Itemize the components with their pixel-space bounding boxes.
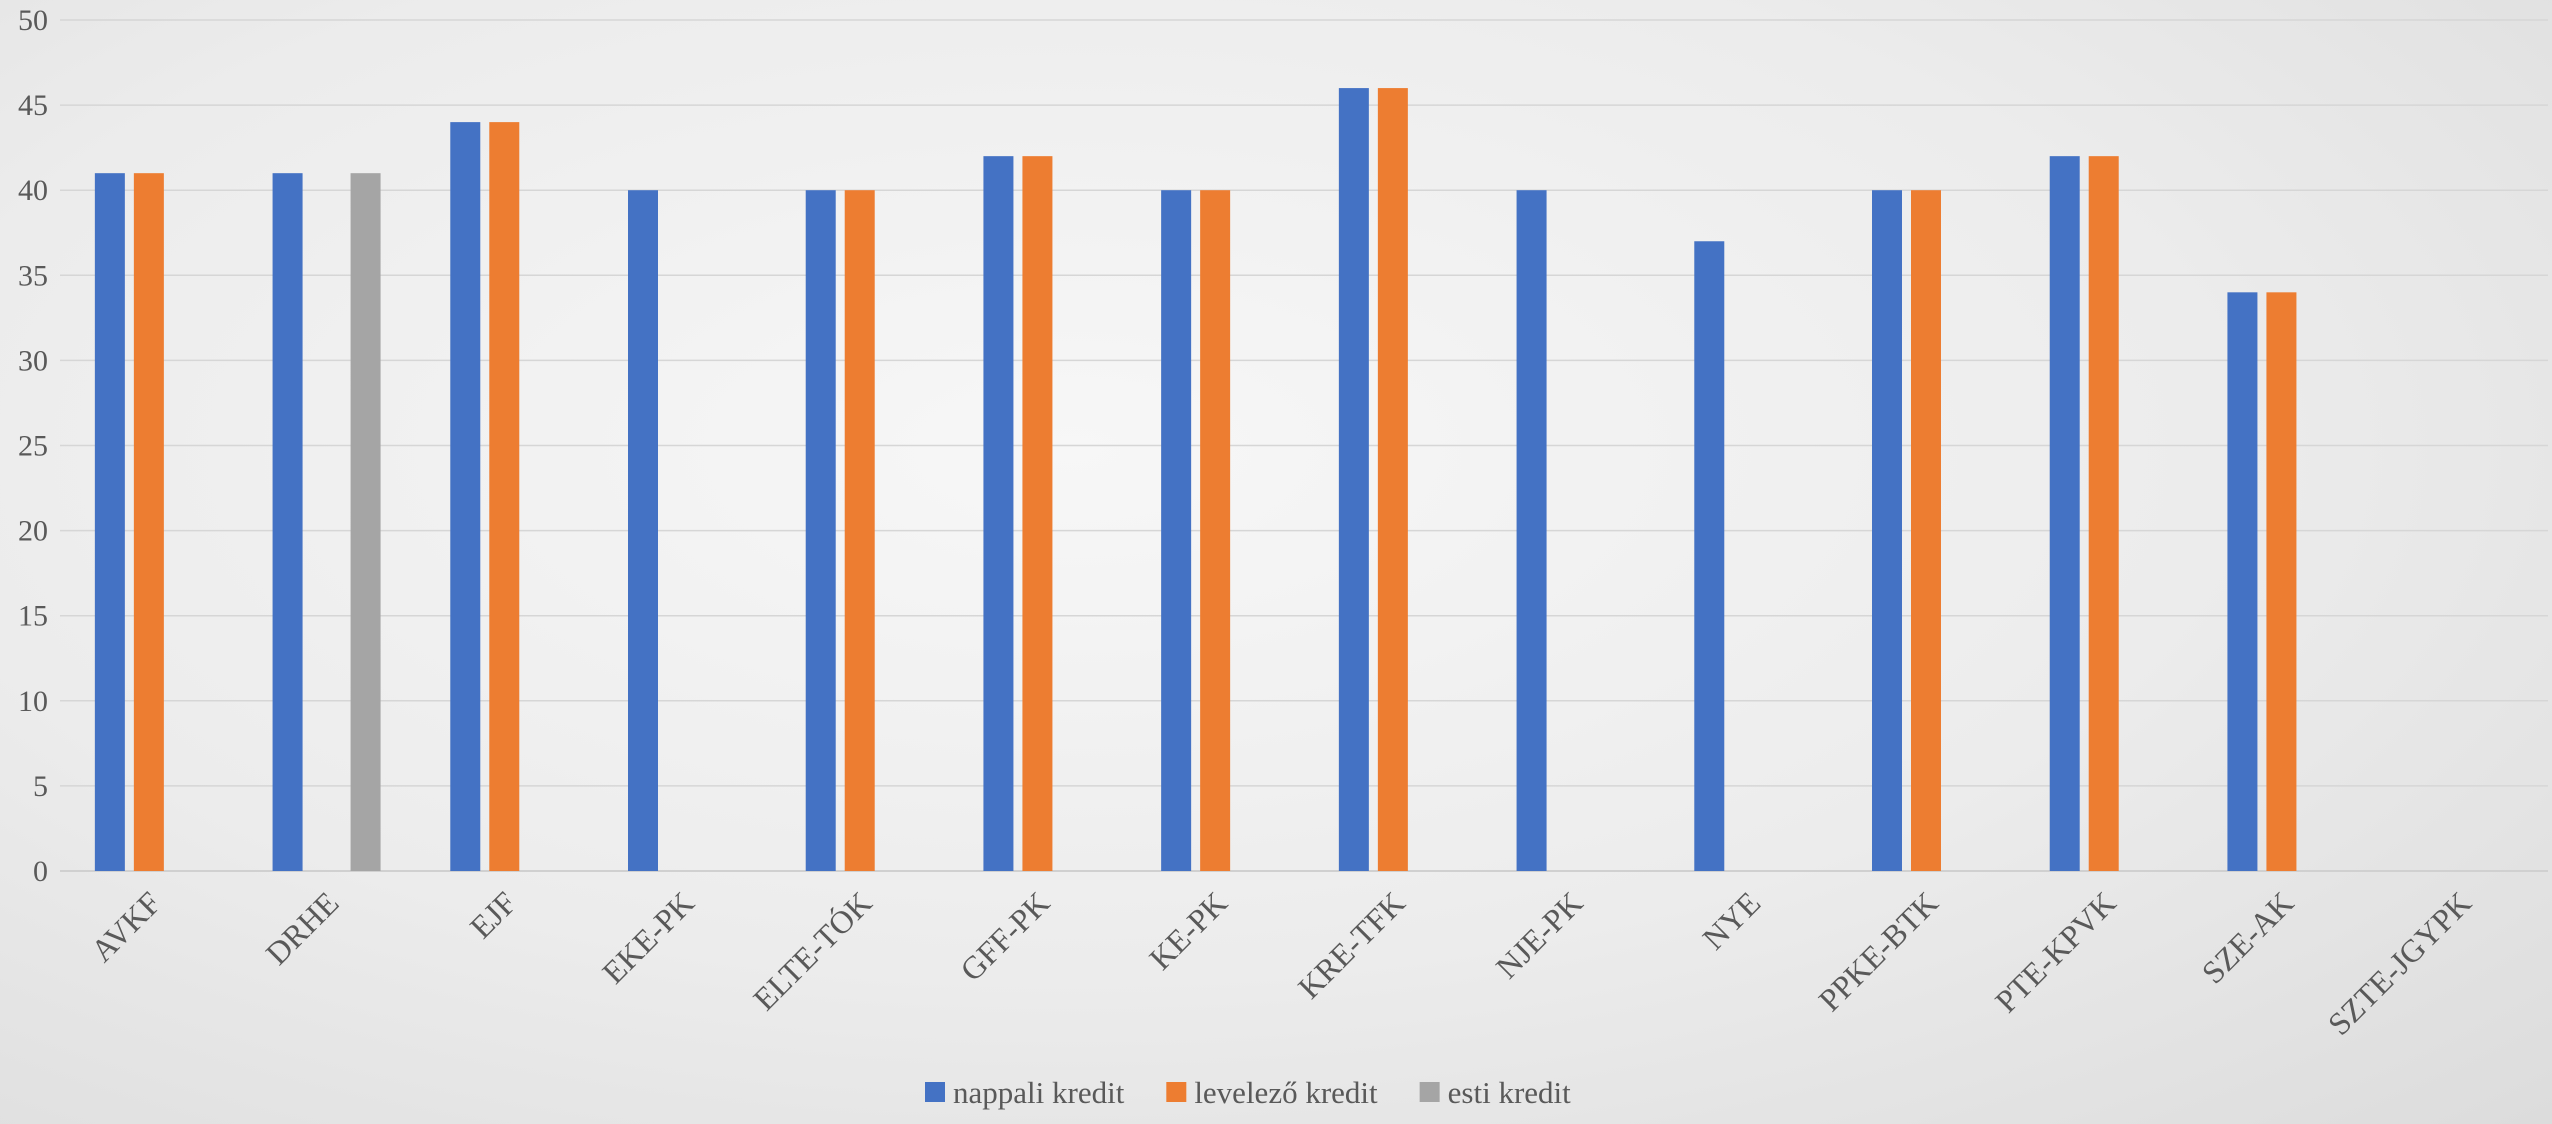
bar-nappali-kredit-NJE-PK xyxy=(1516,190,1547,871)
y-tick-label: 15 xyxy=(18,600,48,633)
legend-swatch xyxy=(1419,1082,1440,1102)
bar-nappali-kredit-EKE-PK xyxy=(628,190,658,871)
x-axis-labels: AVKF DRHE EJF EKE-PK ELTE-TÓK GFF-PK KE-PK KRE-… xyxy=(84,884,2478,1041)
x-tick-label: KE-PK xyxy=(1142,884,1234,976)
y-tick-label: 25 xyxy=(18,430,48,463)
y-tick-label: 45 xyxy=(18,89,48,122)
x-tick-label: KRE-TFK xyxy=(1291,884,1412,1005)
bar-levelező-kredit-AVKF xyxy=(133,173,164,871)
y-tick-label: 50 xyxy=(18,4,48,37)
bars xyxy=(94,88,2297,872)
bar-nappali-kredit-PPKE-BTK xyxy=(1872,190,1902,871)
bar-esti-kredit-DRHE xyxy=(350,173,381,871)
x-tick-label: NYE xyxy=(1695,884,1767,956)
legend-swatch xyxy=(925,1082,945,1102)
legend: nappali kredit levelező kredit esti kredit xyxy=(925,1075,1571,1110)
bar-nappali-kredit-ELTE-TÓK xyxy=(805,190,836,871)
legend-item: nappali kredit xyxy=(925,1075,1125,1110)
y-tick-label: 20 xyxy=(18,515,48,548)
bar-nappali-kredit-EJF xyxy=(450,122,481,872)
gridlines xyxy=(60,19,2548,787)
legend-item: esti kredit xyxy=(1419,1075,1571,1110)
x-tick-label: EJF xyxy=(463,884,524,945)
bar-nappali-kredit-NYE xyxy=(1694,241,1725,871)
bar-nappali-kredit-KRE-TFK xyxy=(1338,88,1369,871)
x-tick-label: DRHE xyxy=(258,884,345,971)
bar-nappali-kredit-KE-PK xyxy=(1161,190,1192,871)
y-tick-label: 40 xyxy=(18,174,48,207)
bar-nappali-kredit-SZE-AK xyxy=(2227,292,2258,871)
x-tick-label: AVKF xyxy=(84,884,168,968)
legend-label: levelező kredit xyxy=(1194,1075,1378,1110)
bar-nappali-kredit-DRHE xyxy=(272,173,303,871)
legend-item: levelező kredit xyxy=(1166,1075,1378,1110)
x-tick-label: PPKE-BTK xyxy=(1811,884,1945,1018)
y-tick-label: 5 xyxy=(33,770,48,803)
x-tick-label: SZE-AK xyxy=(2194,884,2300,990)
y-tick-label: 0 xyxy=(33,855,48,888)
bar-levelező-kredit-PTE-KPVK xyxy=(2088,156,2119,871)
x-tick-label: SZTE-JGYPK xyxy=(2321,884,2478,1041)
x-tick-label: NJE-PK xyxy=(1489,884,1590,985)
bar-levelező-kredit-EJF xyxy=(489,122,520,872)
x-tick-label: PTE-KPVK xyxy=(1988,884,2123,1019)
y-axis-ticks: 0 5 10 15 20 25 30 35 40 45 50 xyxy=(18,4,48,888)
legend-label: nappali kredit xyxy=(953,1075,1125,1110)
bar-levelező-kredit-GFF-PK xyxy=(1022,156,1053,871)
bar-nappali-kredit-GFF-PK xyxy=(983,156,1014,871)
x-tick-label: GFF-PK xyxy=(953,884,1056,987)
bar-nappali-kredit-PTE-KPVK xyxy=(2049,156,2080,871)
y-tick-label: 30 xyxy=(18,344,48,377)
bar-levelező-kredit-KRE-TFK xyxy=(1377,88,1408,871)
x-tick-label: ELTE-TÓK xyxy=(746,884,879,1017)
legend-swatch xyxy=(1166,1082,1187,1102)
legend-label: esti kredit xyxy=(1448,1075,1571,1110)
bar-nappali-kredit-AVKF xyxy=(94,173,125,871)
y-tick-label: 35 xyxy=(18,259,48,292)
bar-levelező-kredit-PPKE-BTK xyxy=(1911,190,1941,871)
y-tick-label: 10 xyxy=(18,685,48,718)
bar-levelező-kredit-KE-PK xyxy=(1200,190,1231,871)
bar-levelező-kredit-ELTE-TÓK xyxy=(844,190,875,871)
bar-levelező-kredit-SZE-AK xyxy=(2266,292,2297,871)
x-tick-label: EKE-PK xyxy=(595,884,701,990)
